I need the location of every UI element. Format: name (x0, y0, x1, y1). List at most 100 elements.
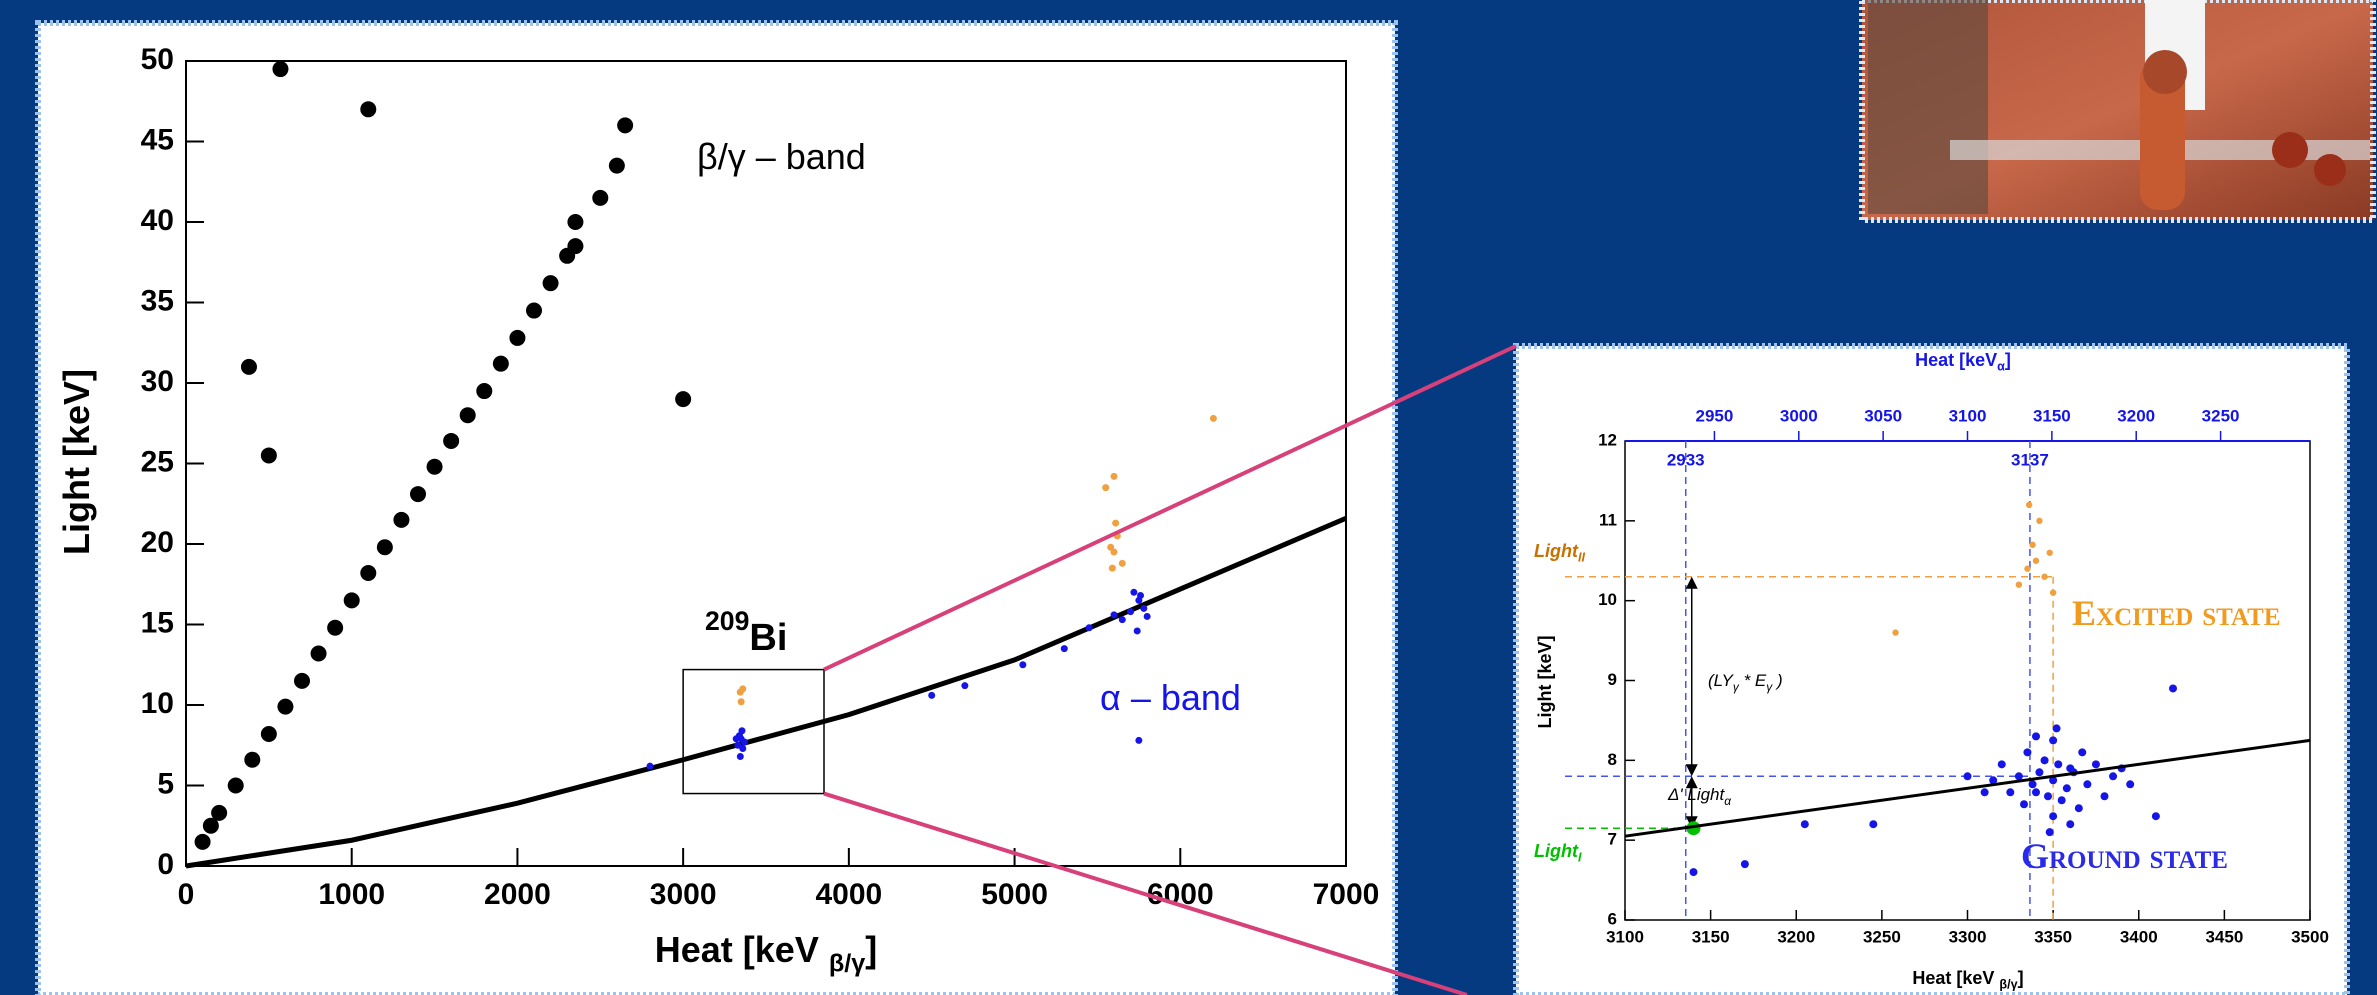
x-tick-label: 3250 (1863, 927, 1901, 946)
x2-tick-label: 3200 (2117, 406, 2155, 425)
data-point (1964, 772, 1972, 780)
page: 0100020003000400050006000700005101520253… (0, 0, 2377, 995)
data-point (493, 356, 509, 372)
data-point (476, 383, 492, 399)
data-point (2006, 788, 2014, 796)
data-point (1130, 589, 1137, 596)
data-point (928, 692, 935, 699)
data-point (2169, 684, 2177, 692)
data-point (377, 539, 393, 555)
data-point (2035, 768, 2043, 776)
x-tick-label: 2000 (484, 878, 551, 911)
x-tick-label: 5000 (981, 878, 1048, 911)
data-point (1137, 592, 1144, 599)
data-point (344, 592, 360, 608)
annotation-part: Ground state (2021, 836, 2228, 876)
data-point (2054, 760, 2062, 768)
x2-tick-label: 3050 (1864, 406, 1902, 425)
data-point (427, 459, 443, 475)
y-axis-label-part: Light [keV] (56, 369, 97, 555)
data-point (2152, 812, 2160, 820)
data-point (1741, 860, 1749, 868)
x-tick-label: 3350 (2034, 927, 2072, 946)
y-axis-label: Light [keV] (56, 369, 97, 555)
x-tick-label: 3450 (2205, 927, 2243, 946)
x-tick-label: 4000 (815, 878, 882, 911)
x2-tick-label: 3000 (1780, 406, 1818, 425)
x-axis-label-part: ] (865, 929, 877, 970)
x2-axis-label-part: ] (2005, 350, 2011, 370)
data-point (1210, 415, 1217, 422)
y-tick-label: 50 (141, 43, 174, 76)
data-point (241, 359, 257, 375)
data-point (2109, 772, 2117, 780)
annotation-part: Δ' Light (1667, 785, 1726, 804)
data-point (1127, 608, 1134, 615)
data-point (1134, 627, 1141, 634)
photo-hole (2314, 154, 2346, 186)
data-point (1102, 484, 1109, 491)
x-axis-label-part: β/γ (1999, 978, 2017, 992)
photo (1862, 0, 2373, 220)
annotation: β/γ – band (697, 136, 866, 177)
x-tick-label: 3300 (1949, 927, 1987, 946)
data-point (567, 214, 583, 230)
data-point (2083, 780, 2091, 788)
data-point (2016, 582, 2022, 588)
data-point (526, 303, 542, 319)
annotation: α – band (1100, 677, 1241, 718)
data-point (2053, 724, 2061, 732)
annotation-part: α – band (1100, 677, 1241, 718)
data-point (647, 763, 654, 770)
reference-label: 2933 (1667, 450, 1705, 469)
data-point (2015, 772, 2023, 780)
data-point (2092, 760, 2100, 768)
y-tick-label: 25 (141, 445, 174, 478)
data-point (2032, 732, 2040, 740)
data-point (2023, 748, 2031, 756)
data-point (228, 778, 244, 794)
data-point (2078, 748, 2086, 756)
data-point (360, 101, 376, 117)
photo-hole (2272, 132, 2308, 168)
data-point (543, 275, 559, 291)
data-point (2044, 792, 2052, 800)
slide: 0100020003000400050006000700005101520253… (0, 0, 2377, 995)
data-point (609, 158, 625, 174)
data-point (733, 735, 740, 742)
data-point (2066, 820, 2074, 828)
data-point (2050, 589, 2056, 595)
data-point (393, 512, 409, 528)
annotation: Ground state (2021, 836, 2228, 876)
data-point (460, 407, 476, 423)
x-tick-label: 3200 (1777, 927, 1815, 946)
right-panel (1516, 346, 2347, 995)
data-point (2049, 736, 2057, 744)
annotation-part: I (1578, 851, 1582, 865)
y-tick-label: 30 (141, 365, 174, 398)
data-point (1107, 544, 1114, 551)
data-point (1112, 520, 1119, 527)
data-point (261, 447, 277, 463)
data-point (509, 330, 525, 346)
data-point (2047, 550, 2053, 556)
data-point (1061, 645, 1068, 652)
y-tick-label: 7 (1608, 830, 1617, 849)
data-point (2126, 780, 2134, 788)
x-tick-label: 0 (178, 878, 195, 911)
annotation-part: 209 (705, 606, 749, 636)
x2-tick-label: 3150 (2033, 406, 2071, 425)
data-point (272, 61, 288, 77)
reference-label: 3137 (2011, 450, 2049, 469)
data-point (360, 565, 376, 581)
x-tick-label: 3150 (1692, 927, 1730, 946)
data-point (410, 486, 426, 502)
data-point (1111, 473, 1118, 480)
data-point (2049, 812, 2057, 820)
annotation-part: Light (1534, 541, 1579, 561)
data-point (2033, 558, 2039, 564)
x-tick-label: 1000 (318, 878, 385, 911)
x-tick-label: 3500 (2291, 927, 2329, 946)
x-axis-label-part: ] (2018, 968, 2024, 988)
x2-tick-label: 2950 (1696, 406, 1734, 425)
